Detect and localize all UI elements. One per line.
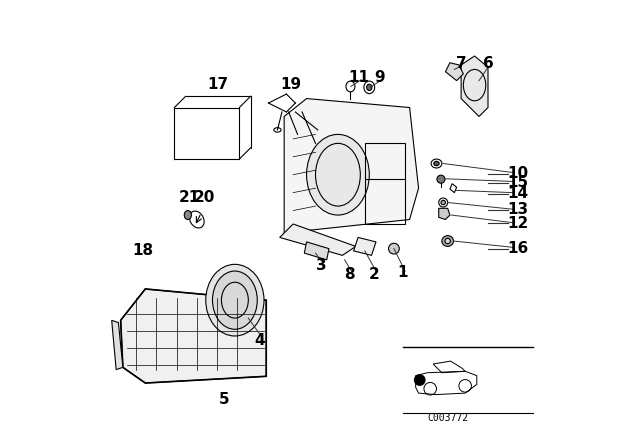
Polygon shape [439,208,450,220]
Ellipse shape [442,236,454,246]
Text: 7: 7 [456,56,467,71]
Ellipse shape [445,238,451,244]
Text: C003772: C003772 [427,413,468,422]
Text: 1: 1 [397,265,408,280]
Ellipse shape [388,243,399,254]
Ellipse shape [441,200,445,205]
Polygon shape [112,320,123,370]
Text: 6: 6 [483,56,494,71]
Text: 14: 14 [508,186,529,201]
Polygon shape [121,289,266,383]
Text: 21: 21 [179,190,200,205]
Text: 3: 3 [316,258,326,273]
Text: 5: 5 [218,392,229,407]
Polygon shape [280,224,356,255]
Text: 4: 4 [254,333,265,348]
Text: 9: 9 [374,69,385,85]
Text: 17: 17 [207,77,228,92]
Ellipse shape [206,264,264,336]
Text: 20: 20 [194,190,216,205]
Ellipse shape [437,175,445,183]
Polygon shape [461,56,488,116]
Ellipse shape [307,134,369,215]
Polygon shape [445,63,463,81]
Polygon shape [353,237,376,255]
Ellipse shape [434,161,439,166]
Ellipse shape [414,375,425,385]
Text: 18: 18 [132,243,154,258]
Text: 16: 16 [508,241,529,256]
Text: 19: 19 [280,77,301,92]
Text: 11: 11 [348,69,369,85]
Bar [365,143,405,224]
Text: 12: 12 [508,215,529,231]
Text: 2: 2 [369,267,379,282]
Ellipse shape [212,271,257,329]
Polygon shape [284,99,419,233]
Text: 8: 8 [344,267,355,282]
Ellipse shape [367,84,372,90]
Polygon shape [305,242,329,260]
Ellipse shape [184,211,191,220]
Text: 10: 10 [508,166,529,181]
Text: 13: 13 [508,202,529,217]
Text: 15: 15 [508,175,529,190]
